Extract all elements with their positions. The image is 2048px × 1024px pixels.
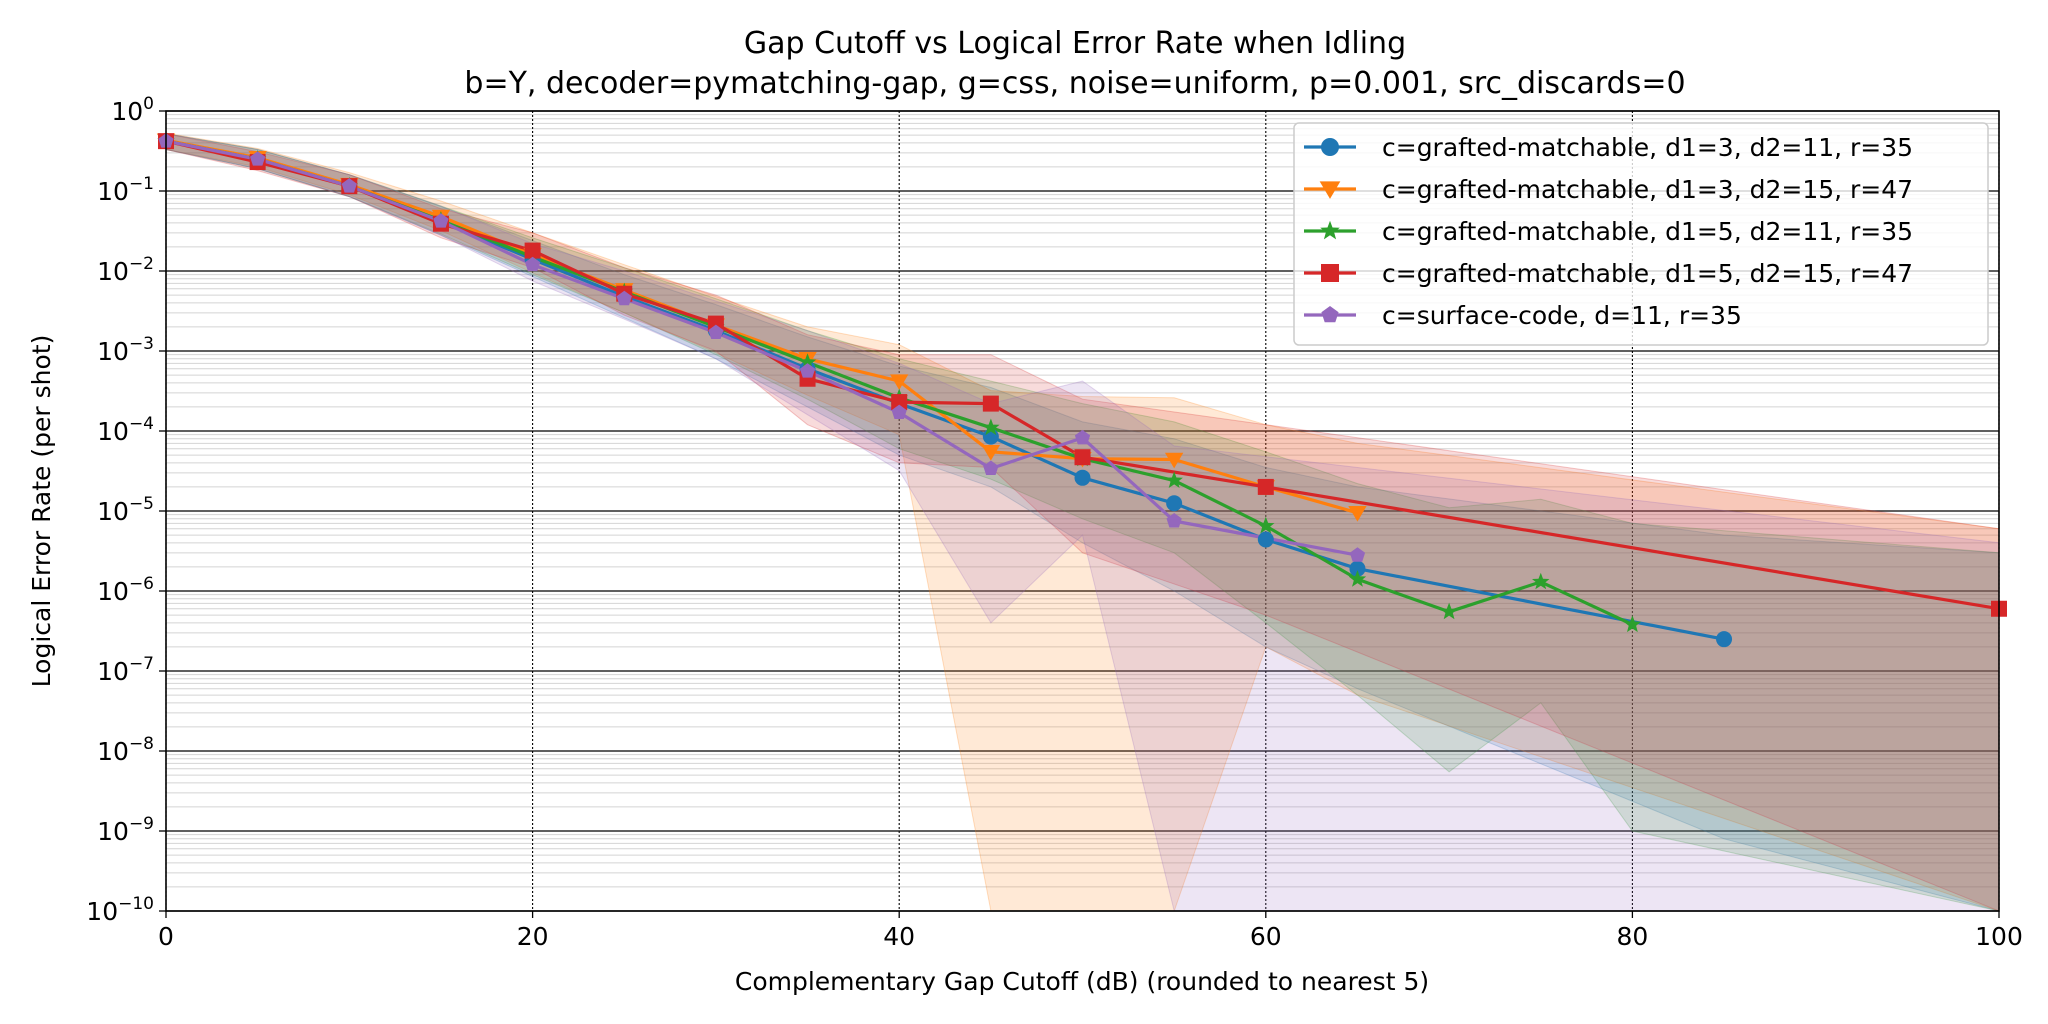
- x-axis-ticks: 0 20 40 60 80 100: [158, 911, 2023, 951]
- legend-label: c=grafted-matchable, d1=5, d2=15, r=47: [1382, 259, 1913, 288]
- data-point: [1348, 570, 1367, 587]
- series-line: [166, 138, 1358, 515]
- legend-label: c=surface-code, d=11, r=35: [1382, 301, 1742, 330]
- data-point: [524, 242, 541, 259]
- data-point: [1257, 516, 1275, 534]
- y-tick-label: 10−9: [97, 814, 154, 846]
- data-point: [250, 151, 266, 166]
- y-tick-label: 100: [111, 94, 154, 126]
- y-tick-label: 10−5: [97, 494, 154, 526]
- y-tick-label: 10−3: [97, 334, 154, 366]
- x-tick-label: 40: [883, 922, 915, 951]
- data-point: [1166, 495, 1183, 512]
- x-tick-label: 100: [1975, 922, 2023, 951]
- data-point: [1348, 505, 1367, 522]
- data-point: [890, 374, 909, 390]
- chart-subtitle: b=Y, decoder=pymatching-gap, g=css, nois…: [464, 66, 1685, 101]
- confidence-band: [166, 133, 1999, 911]
- legend: c=grafted-matchable, d1=3, d2=11, r=35 c=…: [1293, 122, 1989, 346]
- x-tick-label: 80: [1616, 922, 1648, 951]
- chart-title: Gap Cutoff vs Logical Error Rate when Id…: [744, 26, 1406, 61]
- data-point: [616, 290, 632, 306]
- confidence-bands: [166, 132, 1999, 911]
- data-point: [982, 395, 999, 412]
- data-point: [1164, 452, 1184, 469]
- data-point: [1166, 513, 1182, 528]
- data-point: [1349, 547, 1366, 562]
- y-tick-label: 10−4: [97, 414, 154, 446]
- data-point: [891, 394, 908, 411]
- data-point: [1349, 560, 1366, 577]
- x-tick-label: 60: [1250, 922, 1282, 951]
- y-axis-ticks: 100 10−1 10−2 10−3 10−4 10−5 10−6 10−7 10−8 10−9 1…: [86, 94, 166, 926]
- y-tick-label: 10−7: [97, 654, 154, 686]
- y-tick-label: 10−10: [86, 894, 154, 926]
- data-point: [799, 363, 816, 378]
- legend-label: c=grafted-matchable, d1=5, d2=11, r=35: [1382, 217, 1913, 246]
- confidence-band: [166, 133, 1999, 911]
- legend-label: c=grafted-matchable, d1=3, d2=11, r=35: [1382, 133, 1913, 162]
- y-tick-label: 10−6: [97, 574, 154, 606]
- data-point: [1074, 449, 1091, 466]
- confidence-band: [166, 133, 1999, 911]
- data-point: [1074, 429, 1091, 445]
- data-point: [341, 178, 357, 193]
- data-point: [1320, 220, 1340, 240]
- x-tick-label: 20: [517, 922, 549, 951]
- data-point: [1321, 138, 1339, 156]
- data-point: [1440, 602, 1458, 620]
- data-point: [1321, 306, 1339, 323]
- data-point: [525, 256, 541, 272]
- data-point: [983, 460, 999, 475]
- data-point: [1074, 469, 1091, 486]
- data-point: [982, 418, 1000, 436]
- data-point: [1257, 478, 1274, 495]
- data-point: [891, 404, 907, 419]
- data-point: [1716, 631, 1733, 648]
- data-point: [1532, 572, 1550, 590]
- y-axis-label: Logical Error Rate (per shot): [27, 335, 56, 688]
- data-point: [1257, 531, 1274, 548]
- data-point: [433, 213, 449, 228]
- y-tick-label: 10−2: [97, 254, 154, 286]
- x-axis-label: Complementary Gap Cutoff (dB) (rounded t…: [735, 967, 1429, 996]
- data-point: [1319, 181, 1341, 199]
- legend-label: c=grafted-matchable, d1=3, d2=15, r=47: [1382, 175, 1913, 204]
- y-tick-label: 10−1: [97, 174, 154, 206]
- x-tick-label: 0: [158, 922, 174, 951]
- data-point: [798, 353, 817, 370]
- confidence-band: [166, 132, 1999, 911]
- data-point: [1623, 615, 1642, 633]
- confidence-band: [166, 133, 1999, 911]
- data-point: [1321, 264, 1339, 282]
- y-tick-label: 10−8: [97, 734, 154, 766]
- legend-items: c=grafted-matchable, d1=3, d2=11, r=35 c=…: [1304, 133, 1913, 330]
- data-point: [981, 444, 1001, 461]
- data-point: [1165, 471, 1183, 488]
- legend-box: [1293, 122, 1989, 346]
- data-point: [708, 324, 724, 339]
